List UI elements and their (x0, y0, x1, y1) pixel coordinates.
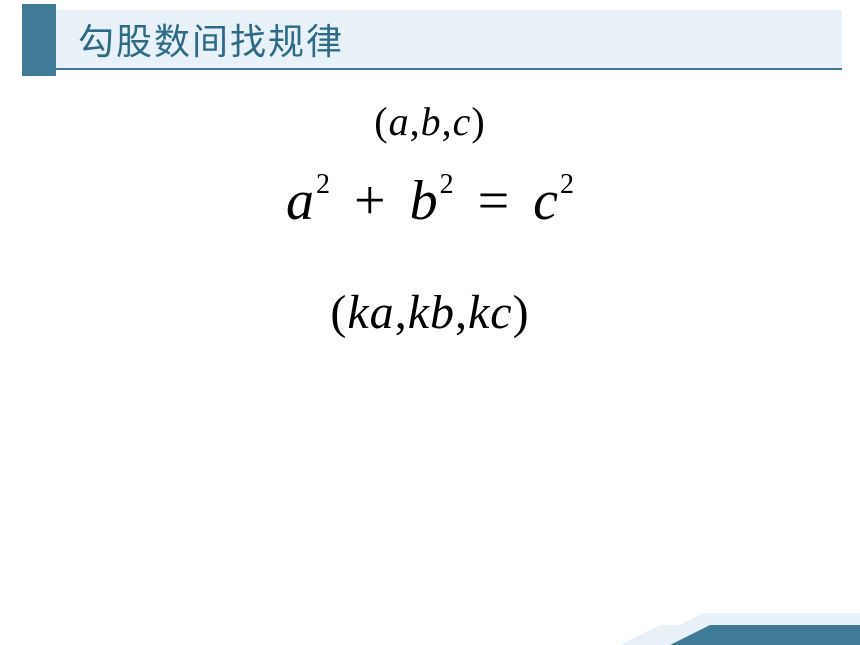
comma1: , (410, 99, 421, 144)
term-b: b (410, 170, 438, 232)
pythagorean-equation: a2 + b2 = c2 (0, 173, 860, 229)
var-a: a (389, 99, 410, 144)
var-b: b (421, 99, 442, 144)
corner-decor (620, 595, 860, 645)
comma3: , (395, 286, 408, 339)
math-content: (a,b,c) a2 + b2 = c2 (ka,kb,kc) (0, 90, 860, 340)
plus-op: + (354, 170, 386, 232)
title-accent-block (22, 4, 56, 76)
slide: 勾股数间找规律 (a,b,c) a2 + b2 = c2 (ka,kb,kc) (0, 0, 860, 645)
equals-op: = (478, 170, 510, 232)
exp-c: 2 (560, 169, 574, 200)
title-bar: 勾股数间找规律 (22, 10, 842, 70)
var-c: c (453, 99, 472, 144)
comma4: , (455, 286, 468, 339)
slide-title: 勾股数间找规律 (78, 13, 344, 65)
var-ka: ka (347, 286, 394, 339)
term-c: c (533, 170, 558, 232)
triple-abc: (a,b,c) (0, 98, 860, 145)
comma2: , (442, 99, 453, 144)
open-paren2: ( (330, 286, 347, 339)
var-kc: kc (468, 286, 513, 339)
term-a: a (286, 170, 314, 232)
var-kb: kb (408, 286, 455, 339)
exp-b: 2 (440, 169, 454, 200)
exp-a: 2 (316, 169, 330, 200)
close-paren2: ) (513, 286, 530, 339)
close-paren: ) (471, 99, 485, 144)
open-paren: ( (374, 99, 388, 144)
scaled-triple: (ka,kb,kc) (0, 285, 860, 340)
